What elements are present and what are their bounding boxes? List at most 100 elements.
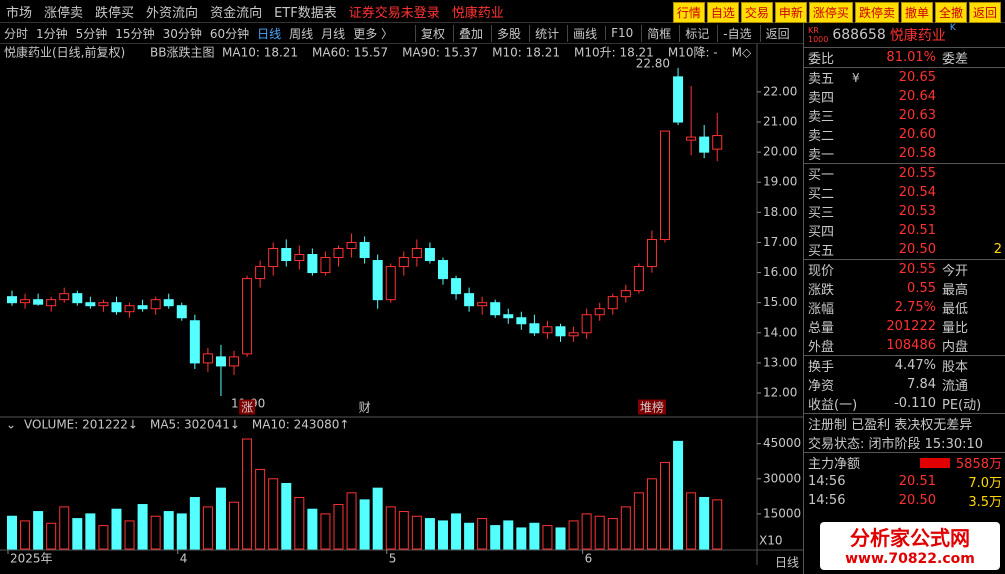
tool-button[interactable]: F10 xyxy=(605,26,633,40)
candle-body xyxy=(111,302,122,313)
quote-cell: 涨幅 xyxy=(808,302,835,317)
volume-bar xyxy=(163,511,174,550)
quick-button[interactable]: 申新 xyxy=(774,2,807,23)
candle-body xyxy=(137,305,148,310)
watermark-title: 分析家公式网 xyxy=(850,526,970,550)
toolbar: 分时 1分钟 5分钟 15分钟 30分钟 60分钟 日线 周线 月线 更多 〉 复权 叠加 多股 统计 画线… xyxy=(0,23,803,44)
quote-cell: 201222 xyxy=(886,319,936,334)
menu-item[interactable]: 市场 xyxy=(6,5,33,21)
quick-button[interactable]: 跌停卖 xyxy=(854,2,899,23)
volume-bar xyxy=(594,515,605,550)
quote-cell: 换手 xyxy=(808,360,835,375)
quick-button[interactable]: 行情 xyxy=(672,2,705,23)
period-tab[interactable]: 30分钟 xyxy=(162,26,202,41)
quote-panel: KR 1000 688658 悦康药业 K 委比 81.01% 委差 卖五 20.65 ¥ 卖四 20.… xyxy=(803,23,1005,574)
period-tab[interactable]: 更多 〉 xyxy=(353,26,394,41)
quote-cell: 20.55 xyxy=(898,166,936,181)
volume-bar xyxy=(699,497,710,550)
tool-button[interactable]: 统计 xyxy=(529,24,559,42)
quick-button[interactable]: 自选 xyxy=(706,2,739,23)
stock-name: 悦康药业 xyxy=(451,5,504,21)
candle-body xyxy=(464,293,475,307)
volume-bar xyxy=(437,520,448,550)
zoom-label: X10 xyxy=(759,534,783,548)
quick-button[interactable]: 返回 xyxy=(968,2,1001,23)
candle-body xyxy=(542,326,553,334)
quote-row: 收益(一) -0.110 PE(动) xyxy=(804,394,1005,413)
legend-entry: MA10: 18.21 xyxy=(222,46,298,60)
volume-bar xyxy=(673,440,684,550)
period-tab[interactable]: 日线 xyxy=(257,26,282,41)
quote-cell: 净资 xyxy=(808,379,835,394)
candle-body xyxy=(268,247,279,268)
quote-cell: 4.47% xyxy=(894,358,936,373)
legend-entry: MA60: 15.57 xyxy=(312,46,388,60)
volume-bar xyxy=(307,508,318,550)
y-tick-label: 18.00 xyxy=(763,205,797,219)
period-tab[interactable]: 月线 xyxy=(321,26,346,41)
period-tab[interactable]: 周线 xyxy=(289,26,314,41)
tool-button[interactable]: 画线 xyxy=(567,24,597,42)
menu-item[interactable]: 外资流向 xyxy=(146,5,199,21)
volume-bar xyxy=(712,499,723,550)
menu-item[interactable]: ETF数据表 xyxy=(274,5,337,21)
candle-body xyxy=(424,247,435,262)
legend-entry: M◇ xyxy=(732,46,752,60)
candle-body xyxy=(607,296,618,310)
quote-row: 总量 201222 量比 xyxy=(804,317,1005,336)
tool-button[interactable]: -自选 xyxy=(717,24,752,42)
candle-body xyxy=(451,278,462,295)
tool-button[interactable]: 复权 xyxy=(415,24,445,42)
volume-bar xyxy=(294,497,305,550)
menu-item[interactable]: 资金流向 xyxy=(210,5,263,21)
period-tab[interactable]: 分时 xyxy=(4,26,29,41)
volume-bar xyxy=(7,515,17,550)
menu-item[interactable]: 跌停买 xyxy=(95,5,135,21)
quote-cell: 14:56 xyxy=(808,493,846,508)
quick-button[interactable]: 交易 xyxy=(740,2,773,23)
menu-item[interactable]: 涨停卖 xyxy=(44,5,84,21)
period-tab[interactable]: 1分钟 xyxy=(36,26,68,41)
quote-cell: 内盘 xyxy=(942,340,969,355)
quick-button[interactable]: 撤单 xyxy=(900,2,933,23)
period-tab[interactable]: 15分钟 xyxy=(115,26,155,41)
quote-cell: 卖一 xyxy=(808,148,835,163)
volume-bar xyxy=(176,513,187,550)
candle-body xyxy=(202,353,213,364)
tool-button[interactable]: 简框 xyxy=(641,24,671,42)
period-tab[interactable]: 5分钟 xyxy=(75,26,108,41)
quote-cell: 买四 xyxy=(808,225,835,240)
tool-button[interactable]: 叠加 xyxy=(453,24,483,42)
volume-bar xyxy=(607,518,618,550)
volume-bar xyxy=(555,527,566,550)
quote-cell: 2 xyxy=(993,242,1002,257)
candle-body xyxy=(229,356,240,367)
quick-button[interactable]: 全撤 xyxy=(934,2,967,23)
quote-cell: 20.50 xyxy=(898,493,936,508)
volume-bar xyxy=(46,522,57,550)
x-tick-label: 4 xyxy=(180,552,188,566)
tool-button[interactable]: 多股 xyxy=(491,24,521,42)
y-tick-label: 16.00 xyxy=(763,265,797,279)
quote-cell: 涨跌 xyxy=(808,283,835,298)
y-tick-label: 21.00 xyxy=(763,115,797,129)
tool-button[interactable]: 返回 xyxy=(759,24,790,42)
quote-row: 14:56 20.50 3.5万 xyxy=(804,491,1005,510)
tool-button[interactable]: 标记 xyxy=(679,24,709,42)
quote-tags: 注册制 已盈利 表决权无差异 xyxy=(804,413,1005,433)
login-status: 证券交易未登录 xyxy=(348,5,440,21)
volume-bar xyxy=(372,487,383,550)
quote-cell: 0.55 xyxy=(907,281,936,296)
volume-bar xyxy=(150,515,161,550)
volume-bar xyxy=(620,506,631,550)
quote-cell: 20.63 xyxy=(898,108,936,123)
quote-cell: 108486 xyxy=(886,338,936,353)
period-tab[interactable]: 60分钟 xyxy=(209,26,250,41)
quick-button[interactable]: 涨停买 xyxy=(808,2,853,23)
volume-bar xyxy=(424,518,435,550)
volume-bar xyxy=(242,438,253,550)
badge-bottom: 1000 xyxy=(808,35,829,44)
stock-code: 688658 xyxy=(832,27,886,43)
quote-cell: 20.58 xyxy=(898,146,936,161)
volume-bar xyxy=(516,527,527,550)
